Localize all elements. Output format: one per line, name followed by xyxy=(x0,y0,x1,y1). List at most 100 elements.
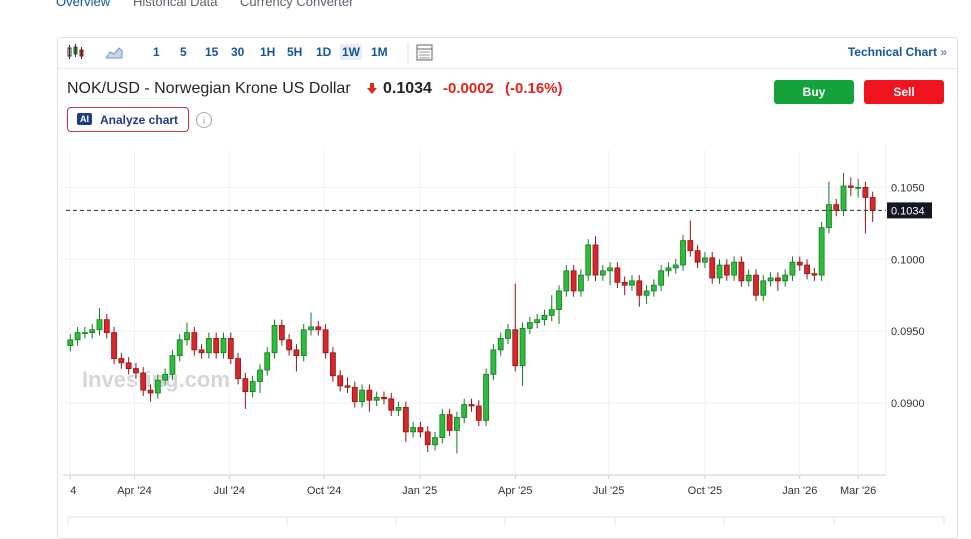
candle-body xyxy=(621,281,628,286)
candle-body xyxy=(191,332,198,351)
candle-body xyxy=(220,337,227,354)
candle-body xyxy=(483,373,489,421)
candles-icon[interactable] xyxy=(67,44,84,59)
candle-body xyxy=(592,244,599,276)
candle-body xyxy=(709,257,716,279)
analyze-chart-button[interactable]: AI Analyze chart xyxy=(67,107,189,132)
down-arrow xyxy=(367,83,377,94)
candle-body xyxy=(614,267,621,283)
tab[interactable]: Historical Data xyxy=(133,0,218,9)
tab[interactable]: Currency Converter xyxy=(240,0,354,9)
candle-body xyxy=(205,337,212,354)
interval-button[interactable]: 15 xyxy=(205,45,219,59)
candle-body xyxy=(424,431,431,446)
candle-body xyxy=(103,319,110,334)
price: 0.1034 xyxy=(383,80,432,97)
candle-body xyxy=(468,404,475,407)
candle-body xyxy=(366,389,373,401)
technical-chart-link[interactable]: Technical Chart » xyxy=(847,45,947,59)
sell-button[interactable]: Sell xyxy=(864,80,944,104)
candle-body xyxy=(585,244,592,276)
tab[interactable]: Overview xyxy=(56,0,111,9)
candle-body xyxy=(162,373,169,381)
change-percent: (-0.16%) xyxy=(505,80,563,97)
interval-button[interactable]: 5 xyxy=(180,45,187,59)
interval-button[interactable]: 1W xyxy=(340,44,362,60)
interval-button[interactable]: 1D xyxy=(316,45,332,59)
candle-body xyxy=(330,352,336,377)
candle-body xyxy=(257,369,263,382)
candle-body xyxy=(410,427,417,433)
x-tick-label: Mar '26 xyxy=(840,485,876,497)
candle-body xyxy=(847,185,854,188)
candle-body xyxy=(519,327,526,367)
candle-body xyxy=(198,349,205,354)
candle-body xyxy=(665,267,672,272)
candle-body xyxy=(359,389,365,403)
table-icon-box xyxy=(407,43,433,63)
page: NOK/USD chart html, body { margin: 0; pa… xyxy=(56,0,958,539)
candle-body xyxy=(811,273,818,276)
candle-body xyxy=(782,274,789,282)
candle-body xyxy=(672,264,679,269)
candle-body xyxy=(599,270,606,276)
interval-button[interactable]: 1 xyxy=(153,45,160,59)
candle-body xyxy=(563,270,570,292)
x-tick-label: Jan '25 xyxy=(402,485,437,497)
x-tick-label: Jul '25 xyxy=(593,485,624,497)
candle-body xyxy=(534,319,541,323)
y-tick-label: 0.1000 xyxy=(891,254,925,266)
candle-body xyxy=(242,378,249,392)
candle-body xyxy=(512,329,519,367)
candle-body xyxy=(322,329,329,354)
candle-body xyxy=(227,337,234,359)
link-text[interactable]: Technical Chart xyxy=(847,45,937,59)
buy-button[interactable]: Buy xyxy=(774,80,854,104)
candle-body xyxy=(548,309,555,316)
candle-body xyxy=(264,352,271,371)
x-tick-label: Apr '25 xyxy=(498,485,533,497)
table-icon[interactable] xyxy=(416,44,433,61)
interval-button[interactable]: 30 xyxy=(231,45,245,59)
candle-body xyxy=(249,381,256,392)
candle-body xyxy=(738,261,745,282)
candle-body xyxy=(505,329,511,339)
x-tick-label: Apr '24 xyxy=(117,485,152,497)
candle-body xyxy=(760,280,767,296)
candle-body xyxy=(381,396,387,400)
candle-body xyxy=(687,240,694,252)
ai-badge: AI xyxy=(77,113,92,125)
area-icon[interactable] xyxy=(105,47,123,59)
candle-body xyxy=(723,264,730,276)
instrument-name: NOK/USD - Norwegian Krone US Dollar xyxy=(67,80,351,97)
interval-button[interactable]: 1M xyxy=(371,45,388,59)
candle-body xyxy=(855,186,862,189)
candle-body xyxy=(869,197,876,211)
candle-body xyxy=(636,280,643,296)
info-icon[interactable]: i xyxy=(195,111,213,129)
chart-type-icons xyxy=(67,44,123,59)
candle-body xyxy=(745,274,752,282)
candle-body xyxy=(133,368,139,374)
candle-body xyxy=(804,264,810,275)
candle-body xyxy=(169,355,176,375)
interval-button[interactable]: 1H xyxy=(260,45,276,59)
candle-body xyxy=(767,277,774,282)
change: -0.0002 xyxy=(443,80,494,97)
candle-body xyxy=(176,339,183,357)
candle-body xyxy=(402,407,409,433)
last-price-label: 0.1034 xyxy=(891,205,925,217)
analyze-label[interactable]: Analyze chart xyxy=(100,113,179,127)
candle-body xyxy=(796,261,803,266)
candle-body xyxy=(454,417,460,431)
interval-button[interactable]: 5H xyxy=(287,45,303,59)
candle-body xyxy=(235,358,241,380)
candle-body xyxy=(74,332,81,341)
candle-body xyxy=(716,264,723,279)
candle-body xyxy=(147,389,154,394)
candle-body xyxy=(286,339,293,351)
candle-body xyxy=(315,326,322,331)
candle-body xyxy=(439,414,446,439)
candle-body xyxy=(475,405,482,421)
